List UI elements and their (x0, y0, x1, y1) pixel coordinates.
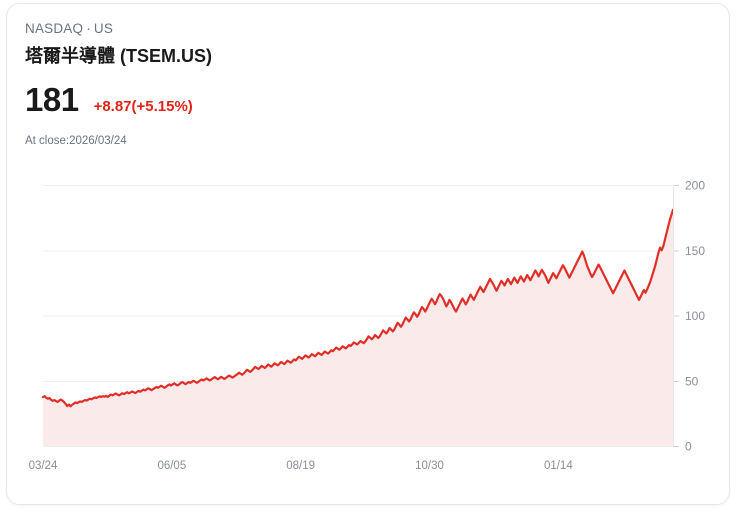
stock-quote-card: NASDAQ · US 塔爾半導體 (TSEM.US) 181 +8.87(+5.1… (6, 3, 730, 505)
y-axis-labels: 0 50 100 150 200 (685, 179, 705, 454)
last-price: 181 (25, 81, 79, 118)
price-row: 181 +8.87(+5.15%) (25, 82, 665, 118)
y-tick-label: 100 (685, 309, 705, 323)
price-chart[interactable]: 0 50 100 150 200 03/24 06/05 08/19 10/30 01/14 (7, 164, 730, 484)
chart-line (41, 208, 675, 408)
x-tick-label: 01/14 (544, 460, 573, 472)
chart-area-fill (43, 209, 673, 446)
x-axis-labels: 03/24 06/05 08/19 10/30 01/14 (29, 460, 574, 472)
company-name: 塔爾半導體 (TSEM.US) (25, 46, 212, 66)
at-close-timestamp: At close:2026/03/24 (25, 135, 127, 147)
y-tick-label: 0 (685, 440, 692, 454)
y-tick-label: 150 (685, 244, 705, 258)
y-tick-label: 50 (685, 374, 699, 388)
series-line (41, 208, 675, 408)
exchange-separator: · (86, 21, 91, 36)
quote-header: NASDAQ · US 塔爾半導體 (TSEM.US) 181 +8.87(+5.1… (25, 20, 665, 149)
region-code: US (93, 21, 114, 36)
x-tick-label: 10/30 (415, 460, 444, 472)
price-change: +8.87(+5.15%) (93, 98, 193, 115)
exchange-name: NASDAQ (25, 21, 84, 36)
x-tick-label: 06/05 (157, 460, 186, 472)
y-tick-label: 200 (685, 179, 705, 193)
price-chart-svg[interactable]: 0 50 100 150 200 03/24 06/05 08/19 10/30 01/14 (7, 164, 730, 484)
chart-axis (673, 185, 679, 447)
x-tick-label: 03/24 (29, 460, 58, 472)
exchange-region: NASDAQ · US (25, 20, 665, 38)
series-area (43, 209, 673, 446)
x-tick-label: 08/19 (286, 460, 315, 472)
